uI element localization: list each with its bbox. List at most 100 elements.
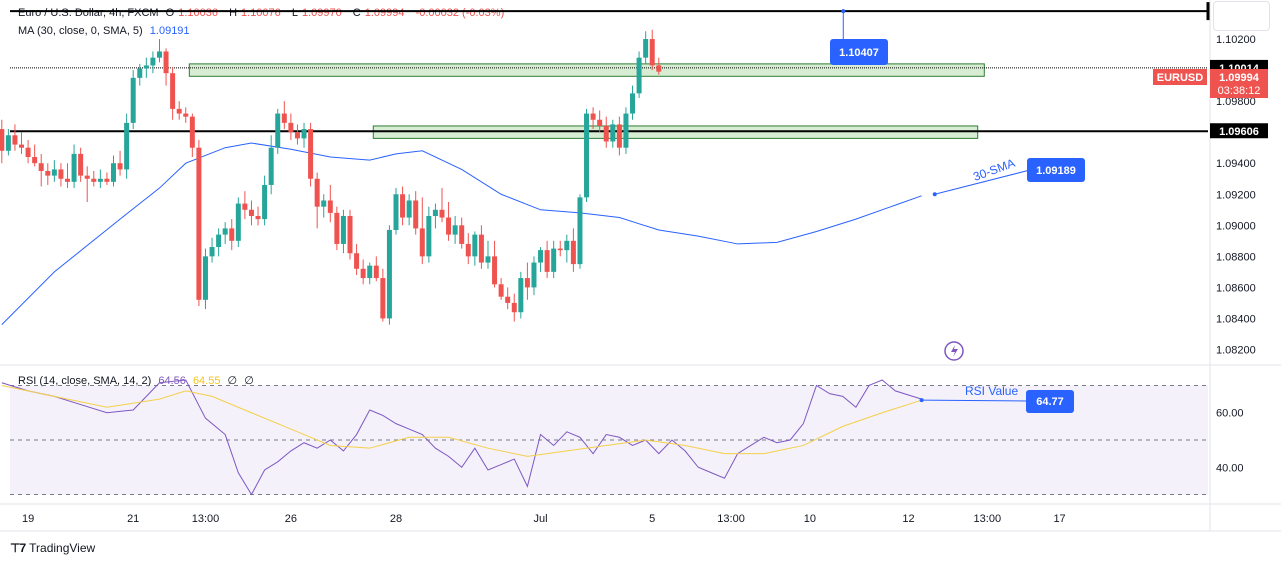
candle-body: [610, 124, 616, 142]
candle-body: [354, 253, 360, 269]
high-value: H 1.10076: [229, 7, 281, 19]
candle-body: [25, 147, 31, 158]
rsi-value-tag: [1026, 390, 1074, 413]
candle-body: [130, 77, 136, 123]
rsi-value-label: 64.77: [1036, 396, 1064, 408]
candle-body: [413, 200, 419, 229]
level-price-label: 1.09606: [1219, 126, 1259, 138]
candle-body: [163, 51, 169, 74]
price-tick-label: 1.09200: [1216, 189, 1256, 201]
candle-body: [314, 178, 320, 207]
candle-body: [222, 228, 228, 235]
chart-settings-box[interactable]: [1213, 1, 1270, 31]
candle-body: [465, 243, 471, 257]
candle-body: [242, 203, 248, 210]
candle-body: [117, 163, 123, 170]
time-tick-label: 17: [1053, 513, 1065, 525]
rsi-annotation-dot: [919, 398, 924, 403]
time-tick-label: 13:00: [717, 513, 745, 525]
time-tick-label: 19: [22, 513, 34, 525]
tradingview-brand[interactable]: ⊤7 TradingView: [10, 541, 95, 555]
price-tick-label: 1.08800: [1216, 251, 1256, 263]
candle-body: [65, 178, 70, 182]
candle-body: [452, 225, 458, 235]
candle-body: [439, 209, 445, 218]
candle-body: [262, 184, 268, 220]
sma-annotation-dot: [932, 192, 937, 197]
candle-body: [577, 197, 583, 265]
candle-body: [156, 51, 162, 58]
brand-name: TradingView: [29, 541, 96, 555]
candle-body: [367, 265, 373, 279]
ma-label: MA (30, close, 0, SMA, 5): [18, 25, 143, 37]
time-tick-label: 13:00: [192, 513, 220, 525]
rsi-line: [1, 379, 922, 496]
candle-body: [406, 200, 412, 218]
candle-body: [45, 170, 51, 176]
countdown-label: 03:38:12: [1218, 85, 1261, 97]
candle-body: [557, 248, 563, 251]
candle-body: [649, 39, 655, 66]
rsi-empty-2: ∅: [244, 375, 254, 387]
level-price-tag: [1210, 123, 1268, 139]
time-tick-label: 10: [804, 513, 816, 525]
candle-body: [505, 296, 511, 303]
candle-body: [38, 163, 44, 171]
time-tick-label: 21: [127, 513, 139, 525]
candle-body: [248, 209, 254, 216]
candle-body: [544, 250, 550, 272]
candle-body: [216, 234, 222, 248]
candle-body: [143, 65, 149, 69]
time-tick-label: 26: [285, 513, 297, 525]
candle-body: [301, 129, 307, 139]
ma-value: 1.09191: [149, 25, 190, 37]
candle-body: [150, 57, 156, 66]
candle-body: [551, 248, 557, 272]
candle-body: [472, 234, 478, 257]
candle-body: [400, 194, 406, 218]
candle-body: [235, 203, 241, 241]
candle-body: [584, 113, 590, 198]
candle-body: [12, 135, 18, 145]
candle-body: [334, 212, 340, 244]
candle-body: [380, 278, 386, 319]
candle-body: [255, 215, 261, 220]
close-value: C 1.09994: [352, 7, 405, 19]
candle-body: [603, 125, 609, 142]
candle-body: [538, 250, 544, 263]
lightning-bolt-icon: [951, 345, 958, 357]
candle-body: [176, 108, 182, 114]
candle-body: [636, 57, 642, 94]
candle-body: [321, 200, 327, 207]
candle-body: [78, 153, 84, 176]
candle-body: [327, 200, 333, 213]
candle-body: [189, 116, 195, 148]
candle-body: [71, 153, 77, 182]
candle-body: [308, 129, 314, 179]
candle-body: [202, 256, 208, 300]
time-tick-label: 28: [390, 513, 402, 525]
price-tick-label: 1.09800: [1216, 96, 1256, 108]
candle-body: [281, 113, 287, 123]
candle-body: [110, 163, 116, 182]
time-tick-label: 12: [902, 513, 914, 525]
tradingview-logo-icon: ⊤7: [10, 541, 26, 555]
candle-body: [5, 135, 11, 151]
rsi-label: RSI (14, close, SMA, 14, 2): [18, 375, 152, 387]
candle-body: [268, 147, 274, 185]
candle-body: [570, 240, 576, 265]
symbol-tag: [1153, 69, 1207, 85]
ma-30-line: [1, 142, 922, 325]
rsi-band-background: [10, 385, 1208, 495]
candle-body: [590, 113, 596, 120]
rsi-ma-line: [1, 384, 922, 457]
candle-body: [511, 302, 517, 313]
time-tick-label: 5: [649, 513, 655, 525]
price-tick-label: 1.10200: [1216, 34, 1256, 46]
rsi-tick-label: 60.00: [1216, 408, 1244, 420]
candle-body: [446, 217, 452, 235]
candle-body: [485, 256, 491, 263]
candle-body: [564, 240, 570, 251]
candle-body: [137, 68, 143, 78]
